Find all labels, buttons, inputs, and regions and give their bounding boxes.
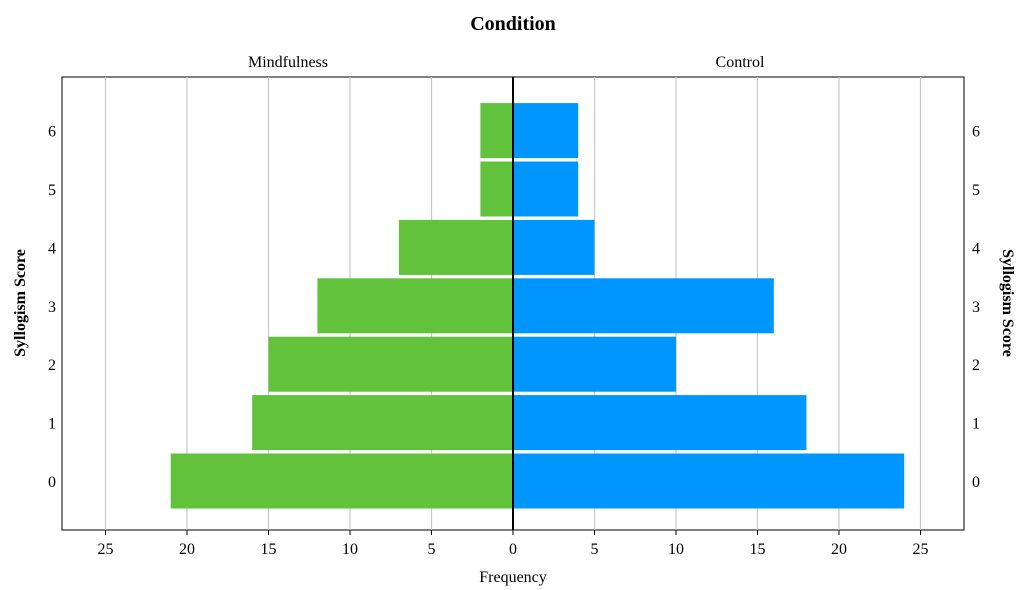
bar-control-1 [513, 395, 807, 451]
y-tick-label-right: 3 [972, 299, 980, 316]
y-axis-label-left: Syllogism Score [12, 249, 29, 357]
x-tick-label: 15 [750, 541, 766, 558]
y-tick-labels-right: 0 1 2 3 4 5 6 [972, 124, 980, 491]
x-tick-label: 20 [179, 541, 195, 558]
y-tick-label-left: 3 [48, 299, 56, 316]
x-axis-label: Frequency [479, 569, 547, 586]
y-tick-label-left: 1 [48, 416, 56, 433]
x-tick-label: 15 [261, 541, 277, 558]
y-tick-label-right: 0 [972, 474, 980, 491]
y-tick-label-right: 4 [972, 240, 980, 257]
panel-label-right: Control [716, 54, 765, 71]
y-tick-label-left: 5 [48, 182, 56, 199]
y-axis-label-right: Syllogism Score [999, 249, 1016, 357]
x-tick-label: 0 [509, 541, 517, 558]
x-tick-label: 5 [591, 541, 599, 558]
y-tick-label-right: 1 [972, 416, 980, 433]
bar-mindfulness-5 [480, 161, 513, 217]
y-tick-labels-left: 0 1 2 3 4 5 6 [48, 124, 56, 491]
bar-mindfulness-3 [317, 278, 513, 334]
x-tick-label: 20 [831, 541, 847, 558]
bar-mindfulness-2 [268, 336, 513, 392]
panel-label-left: Mindfulness [248, 54, 328, 71]
y-tick-label-right: 5 [972, 182, 980, 199]
bar-control-5 [513, 161, 579, 217]
y-tick-label-right: 6 [972, 124, 980, 141]
y-tick-label-left: 6 [48, 124, 56, 141]
bars [170, 103, 905, 509]
chart-title: Condition [470, 13, 556, 35]
x-tick-label: 10 [342, 541, 358, 558]
bar-control-3 [513, 278, 774, 334]
x-tick-label: 25 [98, 541, 114, 558]
bar-control-0 [513, 453, 905, 509]
x-tick-label: 25 [913, 541, 929, 558]
bar-mindfulness-1 [252, 395, 513, 451]
x-tick-label: 10 [668, 541, 684, 558]
x-tick-labels: 25 20 15 10 5 0 5 10 15 20 25 [98, 530, 929, 558]
bar-control-6 [513, 103, 579, 159]
y-tick-label-left: 0 [48, 474, 56, 491]
x-tick-label: 5 [428, 541, 436, 558]
y-tick-label-left: 2 [48, 357, 56, 374]
bar-control-2 [513, 336, 676, 392]
y-tick-label-right: 2 [972, 357, 980, 374]
bar-mindfulness-0 [170, 453, 513, 509]
bar-mindfulness-6 [480, 103, 513, 159]
bar-mindfulness-4 [398, 219, 513, 275]
y-tick-label-left: 4 [48, 240, 56, 257]
bar-control-4 [513, 219, 595, 275]
